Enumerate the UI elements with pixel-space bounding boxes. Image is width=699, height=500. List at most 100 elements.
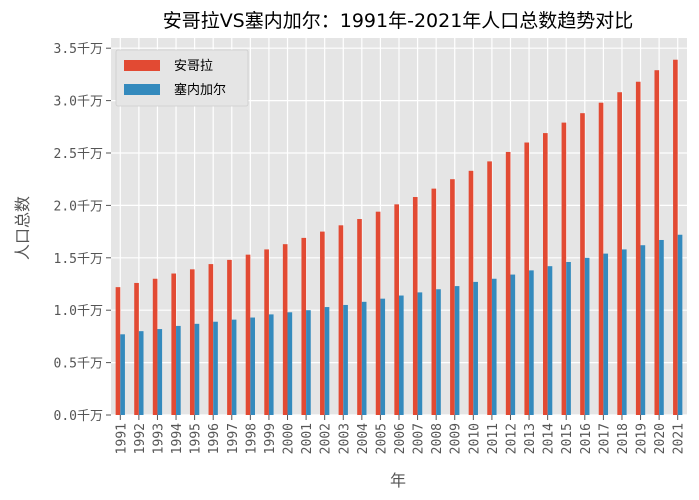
bar-angola [505,151,511,415]
bar-senegal [287,312,293,415]
bar-senegal [677,234,683,415]
bar-senegal [417,292,423,415]
bar-angola [171,273,177,415]
y-tick-label: 2.0千万 [54,199,103,214]
bar-senegal [584,257,590,415]
bar-senegal [603,253,609,415]
bar-angola [357,219,362,415]
x-tick-label: 1993 [151,423,166,454]
x-tick-label: 2009 [449,423,464,454]
x-tick-label: 2017 [597,423,612,454]
bar-senegal [399,295,404,415]
chart-title: 安哥拉VS塞内加尔：1991年-2021年人口总数趋势对比 [163,10,634,32]
y-tick-label: 2.5千万 [54,147,103,162]
y-tick-label: 1.0千万 [54,304,103,319]
bar-angola [450,179,455,415]
y-tick-label: 0.0千万 [54,409,103,424]
bar-angola [468,170,474,415]
x-tick-label: 2019 [635,423,650,454]
bar-senegal [454,286,460,415]
bar-senegal [120,334,125,415]
bar-angola [654,70,660,415]
bar-senegal [176,325,181,415]
bar-senegal [491,278,497,415]
x-tick-label: 2012 [504,423,519,454]
x-tick-label: 2004 [356,423,371,454]
x-tick-label: 1991 [114,423,129,454]
bar-angola [245,254,251,415]
bar-angola [301,237,307,415]
bar-angola [524,142,530,415]
y-tick-label: 0.5千万 [54,357,103,372]
x-tick-label: 2015 [560,423,575,454]
bar-angola [152,278,158,415]
x-tick-label: 1992 [133,423,148,454]
bar-angola [487,161,492,415]
bar-angola [561,122,567,415]
x-tick-label: 2013 [523,423,538,454]
x-tick-label: 2000 [282,423,297,454]
bar-angola [227,259,232,415]
bar-angola [635,81,641,416]
bar-angola [320,231,325,415]
bar-senegal [659,239,664,415]
bar-senegal [640,245,646,415]
bar-senegal [157,329,163,415]
bar-senegal [231,319,237,415]
x-tick-label: 1994 [170,423,185,454]
bar-angola [134,282,139,415]
x-tick-label: 2011 [486,423,501,454]
bar-angola [617,92,622,415]
legend-swatch-senegal [124,84,160,95]
bar-angola [394,204,399,415]
bar-senegal [250,317,255,415]
x-tick-label: 2010 [467,423,482,454]
bar-senegal [510,274,516,415]
y-tick-label: 1.5千万 [54,252,103,267]
x-tick-label: 1996 [207,423,222,454]
bar-angola [543,133,548,415]
legend: 安哥拉 塞内加尔 [115,49,249,107]
x-tick-label: 1997 [226,423,241,454]
bar-angola [673,59,678,416]
bar-angola [208,264,214,415]
bar-angola [338,225,344,415]
bar-angola [580,113,585,416]
legend-label-angola: 安哥拉 [174,59,213,74]
x-tick-label: 1999 [263,423,278,454]
x-tick-label: 2001 [300,423,315,454]
bar-angola [282,244,288,415]
bar-angola [598,102,604,416]
x-tick-label: 2003 [337,423,352,454]
bar-senegal [529,270,534,415]
bar-senegal [547,266,553,415]
bar-senegal [436,289,441,415]
x-tick-label: 2008 [430,423,445,454]
bar-angola [264,249,269,415]
x-tick-label: 2006 [393,423,408,454]
x-tick-label: 2007 [412,423,427,454]
bar-senegal [566,261,571,415]
legend-swatch-angola [124,60,160,71]
x-tick-label: 2018 [616,423,631,454]
bar-angola [189,269,195,415]
legend-label-senegal: 塞内加尔 [174,82,226,98]
bar-senegal [268,314,274,415]
y-axis-label: 人口总数 [13,196,32,260]
bar-senegal [306,310,311,415]
bar-senegal [473,281,478,415]
x-tick-label: 2020 [653,423,668,454]
y-tick-label: 3.0千万 [54,95,103,110]
x-tick-label: 1998 [244,423,259,454]
bar-senegal [194,323,200,415]
bar-senegal [324,307,330,415]
x-axis-label: 年 [390,471,406,490]
bar-senegal [138,331,144,415]
bar-senegal [361,301,367,415]
bar-senegal [621,249,627,415]
bar-angola [431,188,437,415]
y-tick-label: 3.5千万 [54,42,103,57]
bar-angola [412,197,418,415]
bar-angola [115,287,121,415]
